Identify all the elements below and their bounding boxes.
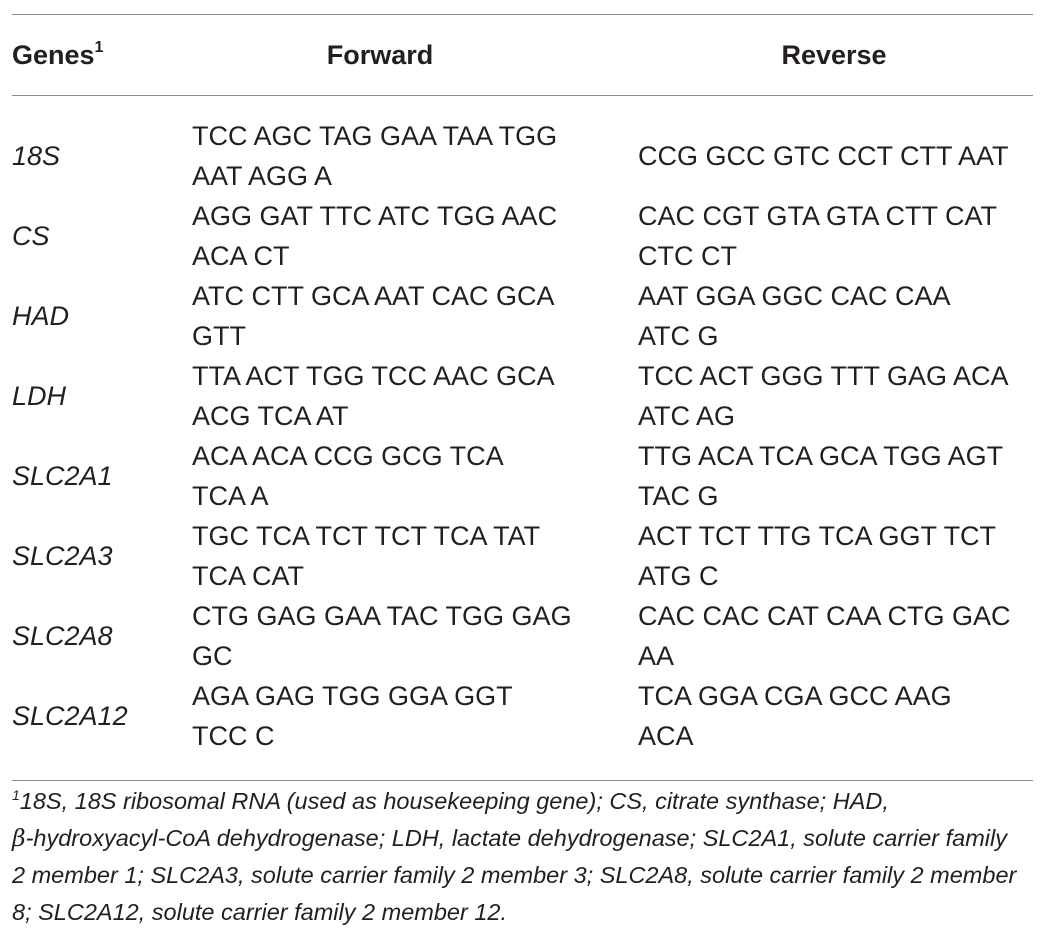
forward-primer-line: TCC C: [192, 721, 275, 751]
reverse-primer-line: ATC AG: [638, 401, 736, 431]
gene-name-cell: SLC2A8: [12, 621, 113, 651]
gene-name-cell: CS: [12, 221, 50, 251]
forward-primer-line: TCA CAT: [192, 561, 305, 591]
header-genes: Genes1: [12, 15, 192, 95]
reverse-primer-cell: AAT GGA GGC CAC CAA ATC G: [638, 276, 1033, 356]
reverse-primer-line: AAT GGA GGC CAC CAA: [638, 281, 951, 311]
forward-primer-cell: CTG GAG GAA TAC TGG GAG GC: [192, 596, 638, 676]
forward-primer-cell: ACA ACA CCG GCG TCA TCA A: [192, 436, 638, 516]
reverse-primer-line: ATG C: [638, 561, 719, 591]
table-row: HAD ATC CTT GCA AAT CAC GCA GTT AAT GGA GGC…: [12, 276, 1033, 356]
reverse-primer-line: CAC CAC CAT CAA CTG GAC: [638, 601, 1011, 631]
forward-primer-cell: TCC AGC TAG GAA TAA TGG AAT AGG A: [192, 96, 638, 196]
reverse-primer-line: TCC ACT GGG TTT GAG ACA: [638, 361, 1009, 391]
table-footnote: 118S, 18S ribosomal RNA (used as houseke…: [12, 783, 1022, 931]
gene-name-cell: LDH: [12, 381, 67, 411]
reverse-primer-line: CAC CGT GTA GTA CTT CAT: [638, 201, 998, 231]
footnote-text-part2: -hydroxyacyl-CoA dehydrogenase; LDH, lac…: [12, 825, 1017, 925]
primer-table-body: 18S TCC AGC TAG GAA TAA TGG AAT AGG A CCG G…: [12, 96, 1033, 780]
table-row: SLC2A12 AGA GAG TGG GGA GGT TCC C TCA GGA C…: [12, 676, 1033, 780]
reverse-primer-cell: TCA GGA CGA GCC AAG ACA: [638, 676, 1033, 780]
primer-table: Genes1 Forward Reverse: [12, 15, 1033, 95]
reverse-primer-cell: CCG GCC GTC CCT CTT AAT: [638, 96, 1033, 196]
forward-primer-cell: AGA GAG TGG GGA GGT TCC C: [192, 676, 638, 780]
gene-name-cell: 18S: [12, 141, 61, 171]
forward-primer-line: TCC AGC TAG GAA TAA TGG: [192, 121, 558, 151]
header-forward: Forward: [326, 39, 434, 70]
header-genes-footnote-marker: 1: [94, 38, 104, 56]
table-row: SLC2A1 ACA ACA CCG GCG TCA TCA A TTG ACA TC…: [12, 436, 1033, 516]
reverse-primer-cell: TCC ACT GGG TTT GAG ACA ATC AG: [638, 356, 1033, 436]
header-genes-label: Genes: [12, 39, 95, 70]
gene-name-cell: HAD: [12, 301, 70, 331]
forward-primer-line: TCA A: [192, 481, 269, 511]
forward-primer-line: GC: [192, 641, 233, 671]
table-top-rule: [12, 14, 1033, 15]
table-row: LDH TTA ACT TGG TCC AAC GCA ACG TCA AT TCC …: [12, 356, 1033, 436]
gene-name-cell: SLC2A1: [12, 461, 113, 491]
footnote-text-part1: 18S, 18S ribosomal RNA (used as housekee…: [19, 788, 889, 814]
gene-name-cell: SLC2A12: [12, 701, 128, 731]
table-row: 18S TCC AGC TAG GAA TAA TGG AAT AGG A CCG G…: [12, 96, 1033, 196]
reverse-primer-line: ACT TCT TTG TCA GGT TCT: [638, 521, 997, 551]
table-header-rule: [12, 95, 1033, 96]
forward-primer-line: AAT AGG A: [192, 161, 333, 191]
reverse-primer-line: TCA GGA CGA GCC AAG: [638, 681, 952, 711]
forward-primer-line: GTT: [192, 321, 246, 351]
forward-primer-cell: ATC CTT GCA AAT CAC GCA GTT: [192, 276, 638, 356]
header-reverse: Reverse: [781, 39, 887, 70]
gene-name-cell: SLC2A3: [12, 541, 113, 571]
forward-primer-line: TGC TCA TCT TCT TCA TAT: [192, 521, 541, 551]
primer-table-container: Genes1 Forward Reverse 18S TCC AGC TAG GA…: [12, 14, 1033, 781]
reverse-primer-cell: TTG ACA TCA GCA TGG AGT TAC G: [638, 436, 1033, 516]
reverse-primer-cell: CAC CGT GTA GTA CTT CAT CTC CT: [638, 196, 1033, 276]
table-bottom-rule: [12, 780, 1033, 781]
reverse-primer-line: ATC G: [638, 321, 719, 351]
footnote-marker: 1: [12, 787, 20, 804]
reverse-primer-line: AA: [638, 641, 675, 671]
forward-primer-line: AGA GAG TGG GGA GGT: [192, 681, 513, 711]
forward-primer-line: TTA ACT TGG TCC AAC GCA: [192, 361, 555, 391]
forward-primer-cell: TGC TCA TCT TCT TCA TAT TCA CAT: [192, 516, 638, 596]
forward-primer-cell: TTA ACT TGG TCC AAC GCA ACG TCA AT: [192, 356, 638, 436]
forward-primer-line: ACA CT: [192, 241, 290, 271]
footnote-beta-symbol: β: [12, 824, 26, 852]
forward-primer-line: ACG TCA AT: [192, 401, 349, 431]
table-row: CS AGG GAT TTC ATC TGG AAC ACA CT CAC CGT G…: [12, 196, 1033, 276]
reverse-primer-line: CCG GCC GTC CCT CTT AAT: [638, 141, 1009, 171]
table-row: SLC2A8 CTG GAG GAA TAC TGG GAG GC CAC CAC C…: [12, 596, 1033, 676]
forward-primer-line: AGG GAT TTC ATC TGG AAC: [192, 201, 558, 231]
forward-primer-line: ACA ACA CCG GCG TCA: [192, 441, 504, 471]
reverse-primer-cell: ACT TCT TTG TCA GGT TCT ATG C: [638, 516, 1033, 596]
table-row: SLC2A3 TGC TCA TCT TCT TCA TAT TCA CAT ACT …: [12, 516, 1033, 596]
reverse-primer-line: TAC G: [638, 481, 719, 511]
reverse-primer-line: CTC CT: [638, 241, 737, 271]
forward-primer-line: ATC CTT GCA AAT CAC GCA: [192, 281, 555, 311]
reverse-primer-line: TTG ACA TCA GCA TGG AGT: [638, 441, 1004, 471]
reverse-primer-cell: CAC CAC CAT CAA CTG GAC AA: [638, 596, 1033, 676]
table-header-row: Genes1 Forward Reverse: [12, 15, 1033, 95]
forward-primer-cell: AGG GAT TTC ATC TGG AAC ACA CT: [192, 196, 638, 276]
forward-primer-line: CTG GAG GAA TAC TGG GAG: [192, 601, 572, 631]
reverse-primer-line: ACA: [638, 721, 694, 751]
